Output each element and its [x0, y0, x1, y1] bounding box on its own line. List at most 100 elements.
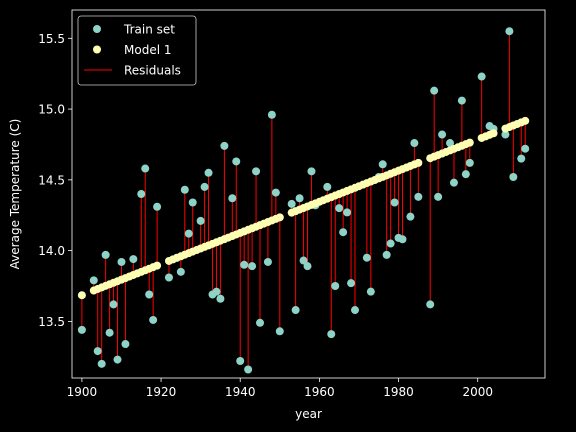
train-point [406, 212, 415, 221]
train-point [366, 287, 375, 296]
train-point [307, 167, 316, 176]
y-tick-label: 15.0 [38, 103, 65, 117]
train-point [228, 194, 237, 203]
train-point [323, 182, 332, 191]
y-tick-label: 14.0 [38, 244, 65, 258]
train-point [121, 340, 130, 349]
train-point [180, 185, 189, 194]
train-point [101, 250, 110, 259]
train-point [426, 300, 435, 309]
train-point [501, 130, 510, 139]
model-point [153, 261, 162, 270]
legend-box [77, 15, 197, 86]
y-tick-label: 14.5 [38, 173, 65, 187]
train-point [461, 170, 470, 179]
y-tick-label: 15.5 [38, 32, 65, 46]
x-axis-label: year [295, 407, 322, 421]
x-tick-label: 1960 [304, 385, 335, 399]
train-point [188, 198, 197, 207]
train-point [517, 154, 526, 163]
train-point [204, 168, 213, 177]
train-point [93, 347, 102, 356]
train-point [129, 255, 138, 264]
train-point [220, 141, 229, 150]
train-point [327, 330, 336, 339]
model-point [521, 116, 530, 125]
train-point [145, 290, 154, 299]
legend-label-model: Model 1 [124, 43, 171, 57]
train-point [509, 173, 518, 182]
train-point [410, 139, 419, 148]
train-point [335, 204, 344, 213]
train-point [271, 188, 280, 197]
train-point [113, 355, 122, 364]
train-point [382, 250, 391, 259]
train-point [434, 192, 443, 201]
train-point [362, 253, 371, 262]
train-point [275, 327, 284, 336]
train-point [109, 300, 118, 309]
train-point [252, 167, 261, 176]
x-tick-label: 1940 [225, 385, 256, 399]
y-axis-label: Average Temperature (C) [8, 119, 22, 270]
train-point [465, 158, 474, 167]
train-point [398, 235, 407, 244]
train-point [212, 287, 221, 296]
x-tick-label: 1980 [383, 385, 414, 399]
train-point [141, 164, 150, 173]
train-point [164, 273, 173, 282]
train-point [414, 192, 423, 201]
plot-frame [71, 9, 546, 379]
train-point [303, 262, 312, 271]
train-point [137, 190, 146, 198]
train-point [240, 260, 249, 269]
train-point [196, 216, 205, 225]
train-point [287, 199, 296, 208]
train-point [244, 365, 253, 374]
y-tick-label: 13.5 [38, 315, 65, 329]
train-point [343, 208, 352, 217]
train-point [390, 198, 399, 207]
train-point [149, 315, 158, 324]
train-point [430, 86, 439, 95]
train-point [176, 267, 185, 276]
train-point [449, 178, 458, 187]
train-point [291, 306, 300, 315]
train-point [505, 27, 514, 36]
train-point [386, 239, 395, 248]
y-axis-ticks: 13.5 14.0 14.5 15.0 15.5 [38, 32, 72, 329]
train-point [236, 357, 245, 366]
train-point [438, 130, 447, 139]
legend-marker-model [93, 45, 101, 54]
model-point [414, 158, 423, 167]
train-point [521, 144, 530, 153]
train-point [477, 72, 486, 81]
train-point [97, 359, 106, 368]
train-point [105, 328, 114, 337]
train-point [446, 139, 455, 148]
x-tick-label: 2000 [462, 385, 493, 399]
train-point [457, 96, 466, 105]
model-layer [77, 116, 530, 300]
model-point [489, 129, 498, 138]
model-point [275, 213, 284, 222]
model-point [465, 138, 474, 147]
legend-label-train: Train set [123, 23, 175, 37]
train-point [216, 294, 225, 303]
legend-marker-train [93, 25, 101, 33]
x-axis-ticks: 1900 1920 1940 1960 1980 2000 [67, 378, 493, 399]
legend: Train set Model 1 Residuals [77, 15, 197, 86]
train-point [256, 318, 265, 327]
train-point [89, 276, 98, 285]
legend-label-residuals: Residuals [124, 64, 181, 78]
train-point [339, 228, 348, 237]
train-point [77, 325, 86, 334]
train-set-layer [77, 27, 530, 374]
train-point [347, 279, 356, 288]
train-point [299, 256, 308, 265]
train-point [200, 182, 209, 191]
train-point [378, 160, 387, 169]
model-point [77, 291, 86, 300]
train-point [248, 262, 257, 271]
